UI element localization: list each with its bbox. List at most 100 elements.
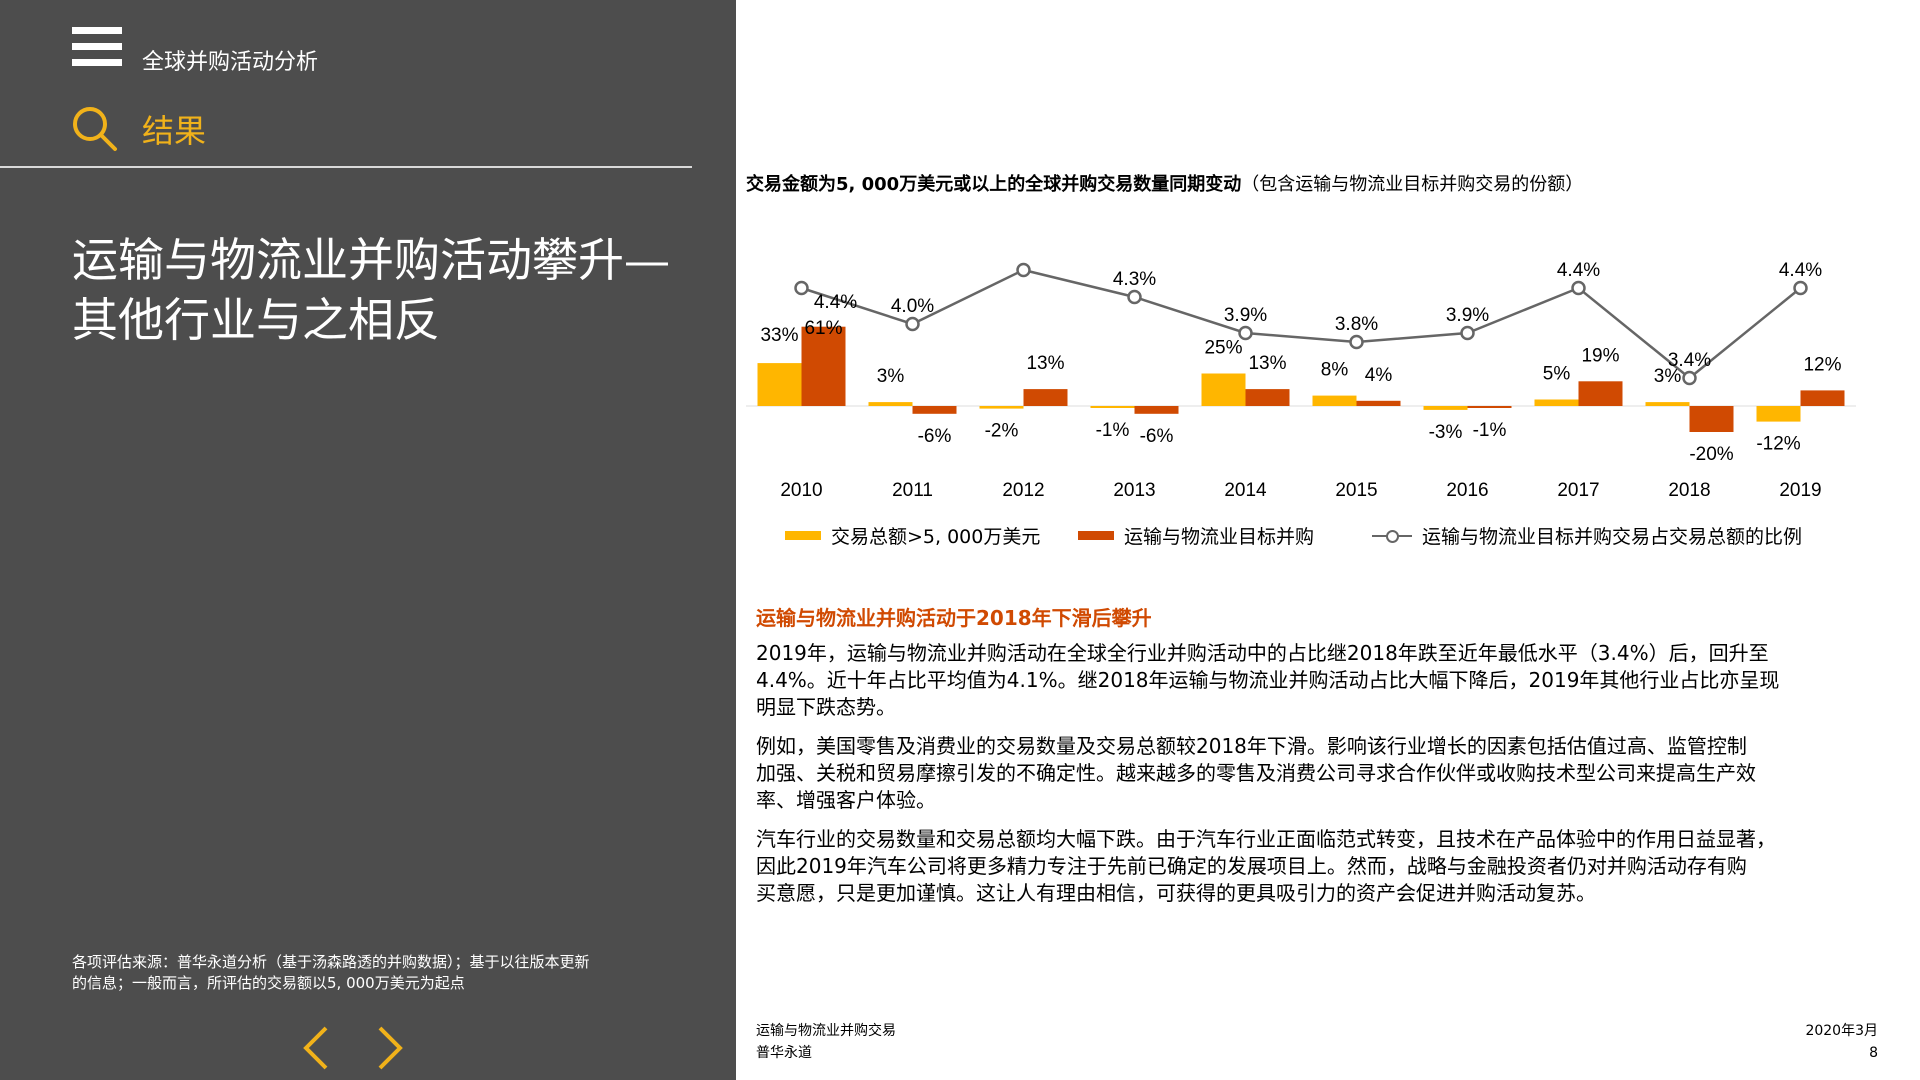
data-label-share-2010: 4.4% [814,292,857,313]
paragraph-2-line-1: 例如，美国零售及消费业的交易数量及交易总额较2018年下滑。影响该行业增长的因素… [756,734,1747,758]
left-panel: 全球并购活动分析 结果 运输与物流业并购活动攀升— 其他行业与之相反 各项评估来… [0,0,736,1080]
legend-label-share: 运输与物流业目标并购交易占交易总额的比例 [1422,526,1803,548]
data-label-share-2014: 3.9% [1224,305,1267,326]
bar-transport-2017 [1578,381,1623,406]
point-share-2013 [1127,289,1142,305]
data-label-total-2019: -12% [1756,434,1800,455]
bar-total-2016 [1423,406,1468,410]
bar-total-2014 [1201,373,1246,406]
footer-right: 2020年3月 8 [1805,1020,1878,1064]
x-tick-label-2016: 2016 [1446,480,1488,501]
bar-total-2010 [757,363,802,406]
source-note: 各项评估来源：普华永道分析（基于汤森路透的并购数据）；基于以往版本更新 的信息；… [72,952,652,994]
data-label-total-2017: 5% [1543,364,1571,385]
point-share-2014 [1238,325,1253,341]
x-tick-label-2018: 2018 [1668,480,1710,501]
legend-swatch-share [1372,529,1412,543]
body-subtitle: 运输与物流业并购活动于2018年下滑后攀升 [756,606,1152,630]
data-label-total-2018: 3% [1654,366,1682,387]
chevron-right-icon[interactable] [374,1024,408,1072]
bar-total-2015 [1312,395,1357,406]
data-label-transport-2012: 13% [1026,353,1064,374]
section-label: 结果 [142,112,207,150]
bar-total-2017 [1534,399,1579,406]
bar-transport-2011 [912,406,957,414]
footer-left: 运输与物流业并购交易 普华永道 [756,1020,896,1064]
point-share-2017 [1571,280,1586,296]
bar-total-2018 [1645,402,1690,406]
data-label-share-2016: 3.9% [1446,305,1489,326]
bar-transport-2012 [1023,389,1068,406]
legend-swatch-total [785,531,821,540]
x-tick-label-2011: 2011 [892,480,933,501]
data-label-share-2015: 3.8% [1335,314,1378,335]
data-label-total-2013: -1% [1096,420,1130,441]
data-label-transport-2013: -6% [1140,426,1174,447]
data-label-transport-2017: 19% [1581,345,1619,366]
point-share-2019 [1793,280,1808,296]
x-tick-label-2015: 2015 [1335,480,1377,501]
x-tick-label-2013: 2013 [1113,480,1155,501]
x-tick-label-2012: 2012 [1002,480,1044,501]
legend-item-share: 运输与物流业目标并购交易占交易总额的比例 [1372,522,1802,549]
bar-transport-2019 [1800,390,1845,406]
line-share [801,268,1802,380]
x-tick-label-2014: 2014 [1224,480,1267,501]
paragraph-1-line-1: 2019年，运输与物流业并购活动在全球全行业并购活动中的占比继2018年跌至近年… [756,641,1769,665]
chart-title: 交易金额为5, 000万美元或以上的全球并购交易数量同期变动（包含运输与物流业目… [746,170,1583,196]
data-label-transport-2014: 13% [1248,353,1286,374]
data-label-total-2010: 33% [760,325,798,346]
bar-transport-2018 [1689,406,1734,432]
paragraph-2-line-3: 率、增强客户体验。 [756,788,936,812]
bar-total-2013 [1090,406,1135,408]
point-share-2012 [1016,262,1031,278]
x-tick-label-2017: 2017 [1557,480,1599,501]
divider [0,166,692,168]
chart-title-sub: （包含运输与物流业目标并购交易的份额） [1241,174,1584,195]
data-label-share-2013: 4.3% [1113,269,1156,290]
paragraph-1-line-2: 4.4%。近十年占比平均值为4.1%。继2018年运输与物流业并购活动占比大幅下… [756,668,1780,692]
footer-brand: 普华永道 [756,1045,812,1061]
bar-transport-2014 [1245,389,1290,406]
data-label-share-2012: 4.6% [1002,260,1045,263]
data-label-total-2016: -3% [1429,422,1463,443]
point-share-2011 [905,316,920,332]
data-label-share-2017: 4.4% [1557,260,1600,281]
point-share-2018 [1682,370,1697,386]
headline-line-1: 运输与物流业并购活动攀升— [72,233,670,287]
data-label-total-2014: 25% [1204,338,1242,359]
chevron-left-icon[interactable] [298,1024,332,1072]
search-icon[interactable] [70,104,120,154]
headline-line-2: 其他行业与之相反 [72,293,440,347]
paragraph-3-line-3: 买意愿，只是更加谨慎。这让人有理由相信，可获得的更具吸引力的资产会促进并购活动复… [756,881,1596,905]
bar-transport-2013 [1134,406,1179,414]
legend-item-transport: 运输与物流业目标并购 [1078,522,1314,549]
app-title: 全球并购活动分析 [142,50,319,75]
bar-total-2011 [868,402,913,406]
source-line-2: 的信息；一般而言，所评估的交易额以5, 000万美元为起点 [72,974,465,992]
data-label-share-2018: 3.4% [1668,350,1711,371]
data-label-share-2019: 4.4% [1779,260,1822,281]
point-share-2016 [1460,325,1475,341]
footer-report-title: 运输与物流业并购交易 [756,1023,896,1039]
paragraph-2: 例如，美国零售及消费业的交易数量及交易总额较2018年下滑。影响该行业增长的因素… [756,733,1886,814]
bar-transport-2010 [801,326,846,406]
data-label-transport-2018: -20% [1689,444,1733,465]
footer-date: 2020年3月 [1805,1023,1878,1039]
paragraph-1: 2019年，运输与物流业并购活动在全球全行业并购活动中的占比继2018年跌至近年… [756,640,1886,721]
point-share-2010 [794,280,809,296]
paragraph-2-line-2: 加强、关税和贸易摩擦引发的不确定性。越来越多的零售及消费公司寻求合作伙伴或收购技… [756,761,1756,785]
bar-total-2012 [979,406,1024,409]
data-label-total-2015: 8% [1321,360,1349,381]
paragraph-3: 汽车行业的交易数量和交易总额均大幅下跌。由于汽车行业正面临范式转变，且技术在产品… [756,826,1886,907]
data-label-share-2011: 4.0% [891,296,934,317]
data-label-transport-2011: -6% [918,426,952,447]
x-tick-label-2010: 2010 [780,480,822,501]
menu-icon[interactable] [72,27,122,67]
data-label-transport-2016: -1% [1473,420,1507,441]
data-label-total-2011: 3% [877,366,905,387]
bar-transport-2016 [1467,406,1512,408]
data-label-transport-2019: 12% [1803,354,1841,375]
x-tick-label-2019: 2019 [1779,480,1821,501]
data-label-transport-2015: 4% [1365,365,1393,386]
